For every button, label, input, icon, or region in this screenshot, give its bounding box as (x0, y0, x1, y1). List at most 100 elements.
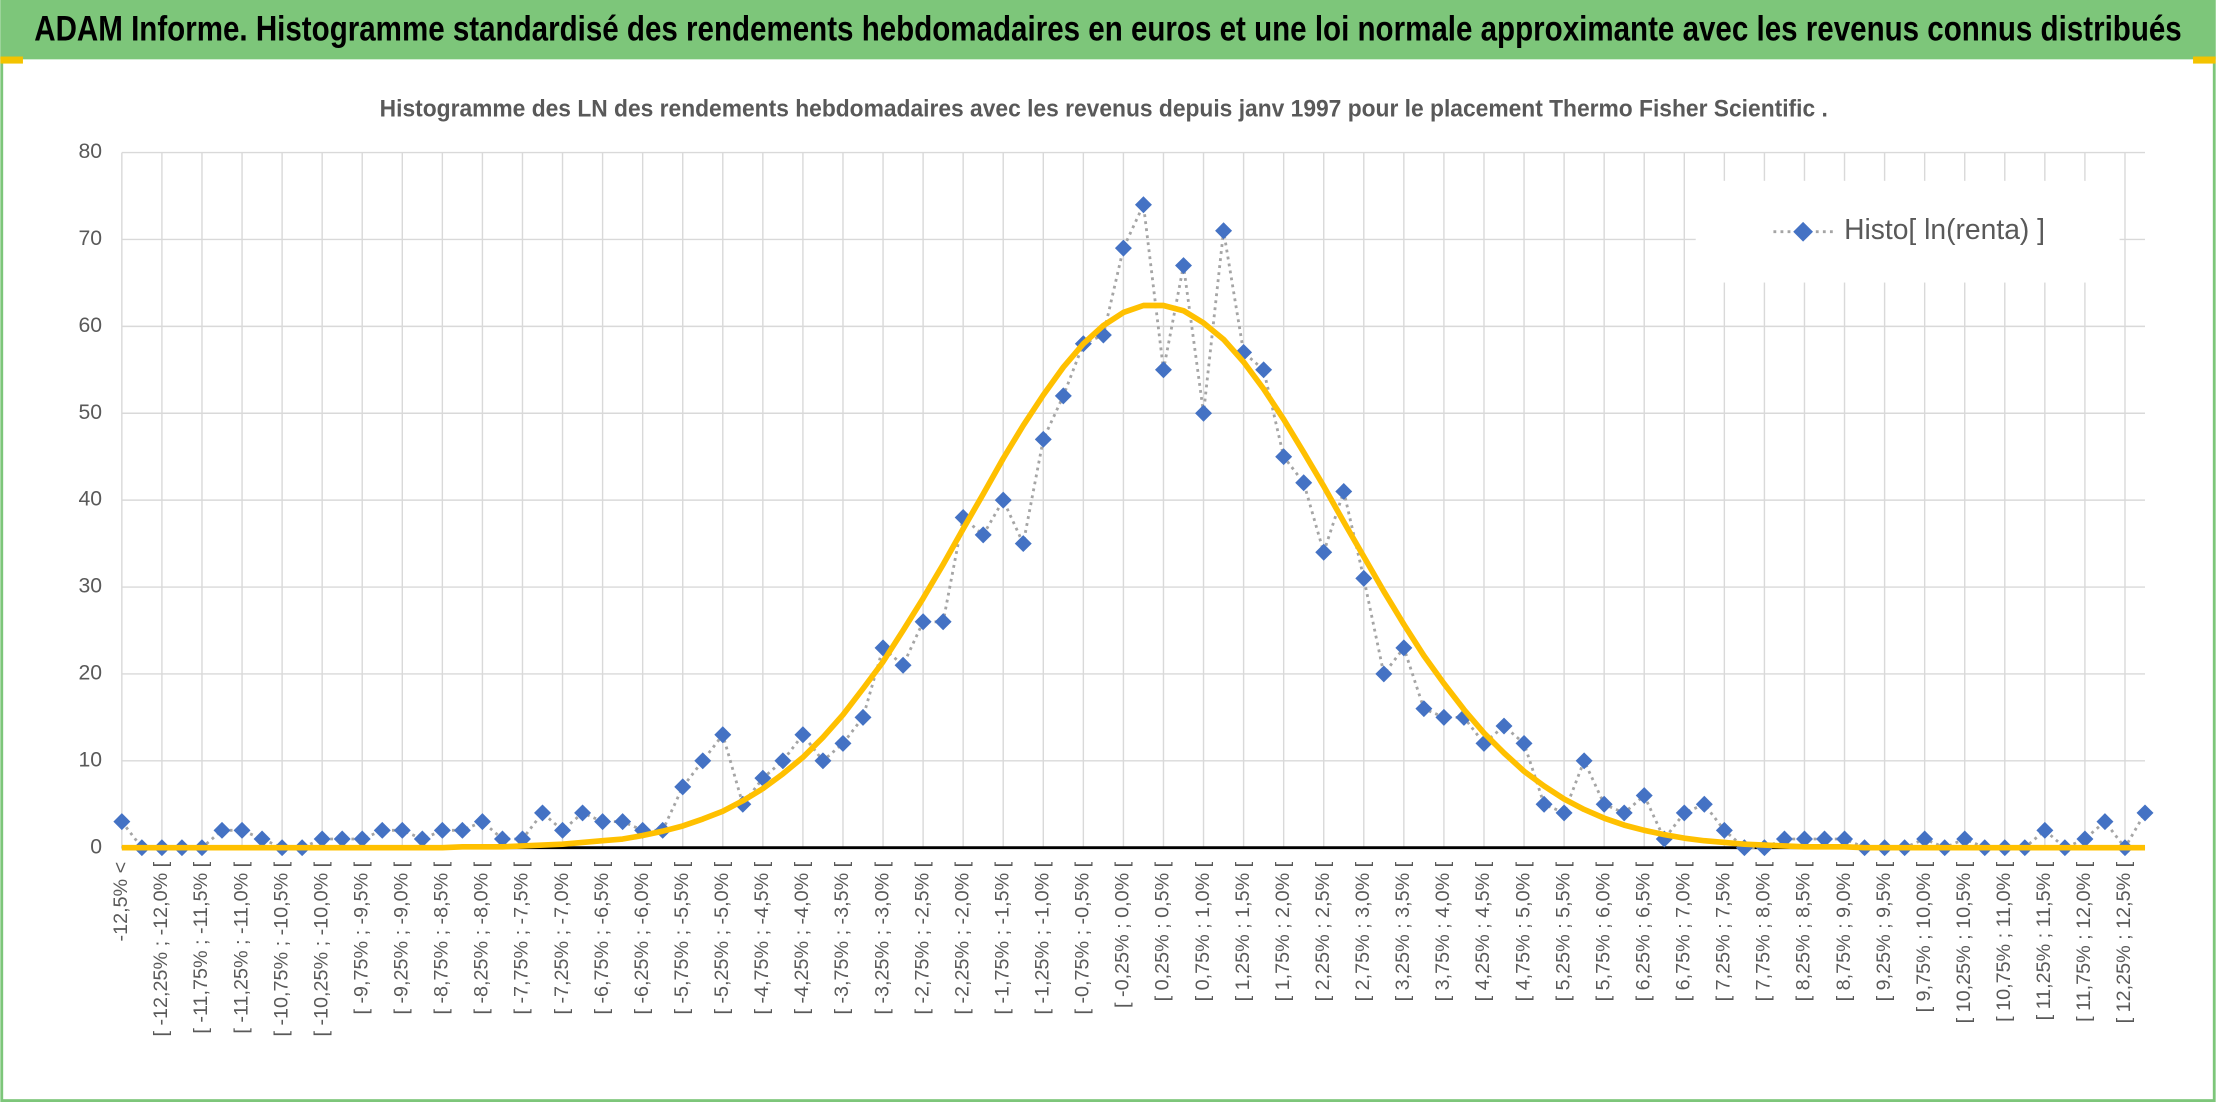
x-tick-label: [ -9,75% ; -9,5% [ (350, 861, 372, 1014)
x-tick-label: [ -4,75% ; -4,5% [ (751, 861, 773, 1014)
data-point (1956, 830, 1974, 848)
x-tick-label: [ -5,75% ; -5,5% [ (671, 861, 693, 1014)
corner (0, 56, 23, 64)
x-tick-label: [ -8,25% ; -8,0% [ (471, 861, 493, 1014)
x-tick-label: [ 5,25% ; 5,5% [ (1552, 861, 1574, 1001)
x-tick-label: [ -0,75% ; -0,5% [ (1072, 861, 1094, 1014)
data-point (393, 821, 411, 839)
data-point (1315, 543, 1333, 561)
x-tick-label: [ -4,25% ; -4,0% [ (791, 861, 813, 1014)
header-band (0, 0, 2216, 60)
data-point (794, 726, 812, 744)
x-tick-label: [ 7,25% ; 7,5% [ (1713, 861, 1735, 1001)
x-tick-label: [ 7,75% ; 8,0% [ (1753, 861, 1775, 1001)
data-point (1235, 343, 1253, 361)
series-line (121, 302, 2146, 851)
data-point (1335, 482, 1353, 500)
data-point (1916, 830, 1934, 848)
corner (2193, 56, 2216, 64)
x-tick-label: [ -7,75% ; -7,5% [ (511, 861, 533, 1014)
data-point (213, 821, 231, 839)
x-tick-label: [ -10,25% ; -10,0% [ (310, 861, 332, 1036)
data-point (1495, 717, 1513, 735)
y-tick-label: 50 (78, 401, 102, 424)
data-point (814, 752, 832, 770)
x-tick-label: [ -8,75% ; -8,5% [ (431, 861, 453, 1014)
x-tick-label: [ -11,25% ; -11,0% [ (230, 861, 252, 1033)
data-point (914, 613, 932, 631)
x-tick-label: [ 10,75% ; 11,0% [ (1993, 861, 2015, 1022)
data-point (1114, 239, 1132, 257)
chart-title: ADAM Informe. Histogramme standardisé de… (34, 9, 2181, 48)
x-tick-label: [ -11,75% ; -11,5% [ (190, 861, 212, 1033)
data-point (453, 821, 471, 839)
x-tick-label: [ -2,75% ; -2,5% [ (911, 861, 933, 1014)
x-tick-label: [ -10,75% ; -10,5% [ (270, 861, 292, 1036)
y-tick-label: 20 (78, 662, 102, 685)
x-tick-label: [ 9,25% ; 9,5% [ (1873, 861, 1895, 1001)
data-point (1155, 361, 1172, 379)
data-point (2136, 804, 2154, 822)
x-tick-label: [ -2,25% ; -2,0% [ (951, 861, 973, 1014)
x-tick-label: [ 6,25% ; 6,5% [ (1632, 861, 1654, 1001)
data-point (554, 821, 572, 839)
x-tick-label: [ -7,25% ; -7,0% [ (551, 861, 573, 1014)
x-tick-label: [ -9,25% ; -9,0% [ (391, 861, 413, 1014)
x-tick-label: -12,5% < (110, 862, 132, 942)
x-tick-label: [ -6,75% ; -6,5% [ (591, 861, 613, 1014)
data-point (594, 813, 612, 831)
y-tick-label: 70 (78, 227, 102, 250)
x-tick-label: [ 3,75% ; 4,0% [ (1432, 861, 1454, 1001)
data-point (413, 830, 431, 848)
data-point (1355, 569, 1373, 587)
x-tick-label: [ 0,25% ; 0,5% [ (1152, 861, 1174, 1001)
data-point (1555, 804, 1573, 822)
data-point (2096, 813, 2114, 831)
data-point (1295, 474, 1313, 492)
x-tick-label: [ -1,25% ; -1,0% [ (1032, 861, 1054, 1014)
legend-box (1695, 180, 2120, 283)
data-point (854, 708, 872, 726)
y-tick-label: 40 (78, 488, 102, 511)
x-tick-label: [ -6,25% ; -6,0% [ (631, 861, 653, 1014)
data-point (1675, 804, 1693, 822)
data-point (1535, 795, 1553, 813)
data-point (373, 821, 391, 839)
x-tick-label: [ -0,25% ; 0,0% [ (1112, 861, 1134, 1008)
x-tick-label: [ 12,25% ; 12,5% [ (2113, 861, 2135, 1023)
data-point (433, 821, 451, 839)
data-point (1175, 257, 1192, 275)
x-tick-label: [ 0,75% ; 1,0% [ (1192, 861, 1214, 1001)
data-point (2076, 830, 2094, 848)
data-point (1515, 734, 1533, 752)
x-tick-label: [ -5,25% ; -5,0% [ (711, 861, 733, 1014)
data-point (473, 813, 491, 831)
chart-subtitle: Histogramme des LN des rendements hebdom… (380, 96, 1828, 123)
data-point (774, 752, 792, 770)
x-tick-label: [ 6,75% ; 7,0% [ (1673, 861, 1695, 1001)
x-tick-label: [ 10,25% ; 10,5% [ (1953, 861, 1975, 1023)
x-tick-label: [ -3,25% ; -3,0% [ (871, 861, 893, 1014)
data-point (113, 813, 131, 831)
data-point (1695, 795, 1713, 813)
x-tick-label: [ 4,75% ; 5,0% [ (1512, 861, 1534, 1001)
data-point (353, 830, 371, 848)
x-tick-label: [ 2,75% ; 3,0% [ (1352, 861, 1374, 1001)
data-point (2036, 821, 2054, 839)
data-point (834, 734, 852, 752)
x-tick-label: [ -12,25% ; -12,0% [ (150, 861, 172, 1036)
data-point (694, 752, 712, 770)
data-point (1134, 196, 1152, 214)
x-tick-label: [ 4,25% ; 4,5% [ (1472, 861, 1494, 1001)
x-tick-label: [ 9,75% ; 10,0% [ (1913, 861, 1935, 1012)
y-tick-label: 60 (78, 314, 102, 337)
y-tick-label: 30 (78, 575, 102, 598)
data-point (1836, 830, 1854, 848)
data-point (934, 613, 952, 631)
data-point (1796, 830, 1813, 848)
y-tick-label: 80 (78, 140, 102, 163)
data-point (1014, 535, 1032, 553)
data-point (1595, 795, 1613, 813)
data-point (534, 804, 551, 822)
